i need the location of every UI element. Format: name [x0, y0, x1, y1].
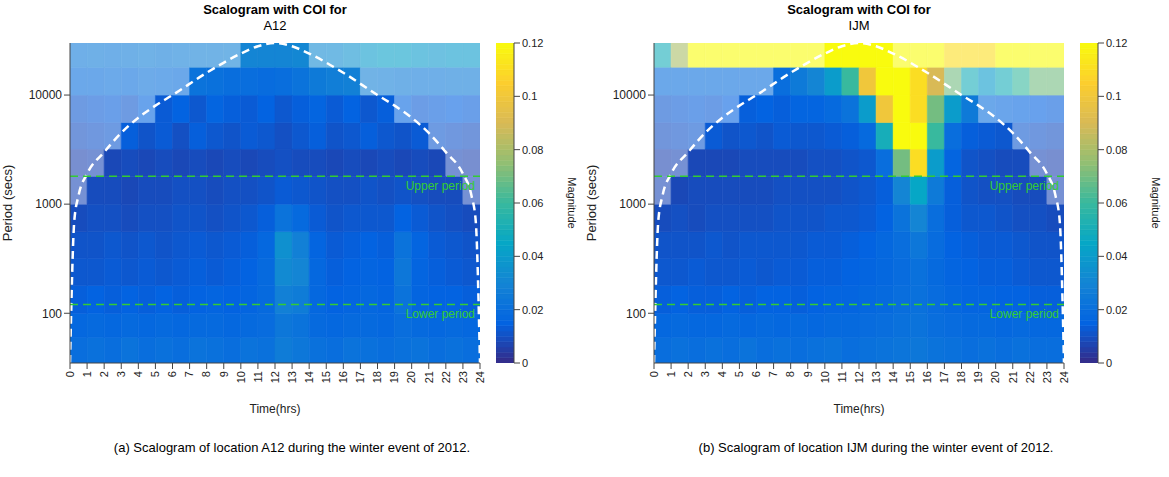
svg-text:11: 11 — [836, 371, 848, 382]
svg-text:20: 20 — [405, 371, 417, 383]
svg-text:14: 14 — [303, 371, 315, 383]
html-text:IJM: IJM — [848, 18, 870, 33]
svg-text:Lower period: Lower period — [990, 307, 1059, 321]
svg-text:14: 14 — [887, 371, 899, 383]
svg-text:0: 0 — [522, 357, 528, 369]
svg-text:15: 15 — [904, 371, 916, 383]
svg-text:15: 15 — [320, 371, 332, 383]
svg-text:1000: 1000 — [619, 197, 646, 211]
svg-text:3: 3 — [115, 371, 127, 377]
svg-text:Magnitude: Magnitude — [1150, 177, 1162, 228]
svg-text:100: 100 — [626, 307, 646, 321]
svg-text:19: 19 — [972, 371, 984, 383]
svg-text:23: 23 — [1041, 371, 1053, 383]
svg-text:18: 18 — [955, 371, 967, 383]
svg-text:21: 21 — [1007, 371, 1019, 383]
svg-text:0.06: 0.06 — [522, 197, 543, 209]
svg-text:12: 12 — [853, 371, 865, 383]
svg-text:23: 23 — [457, 371, 469, 383]
svg-text:22: 22 — [1024, 371, 1036, 383]
svg-text:0: 0 — [64, 371, 76, 377]
svg-text:1000: 1000 — [35, 197, 62, 211]
svg-text:19: 19 — [388, 371, 400, 383]
svg-text:10000: 10000 — [613, 88, 647, 102]
svg-text:0: 0 — [648, 371, 660, 377]
svg-text:10: 10 — [819, 371, 831, 383]
html-text:Scalogram with COI for: Scalogram with COI for — [787, 2, 931, 17]
svg-text:Period (secs): Period (secs) — [0, 165, 15, 242]
svg-text:Period (secs): Period (secs) — [584, 165, 599, 242]
svg-text:0.1: 0.1 — [522, 90, 537, 102]
svg-text:20: 20 — [989, 371, 1001, 383]
svg-text:6: 6 — [750, 371, 762, 377]
svg-text:9: 9 — [802, 371, 814, 377]
svg-text:8: 8 — [200, 371, 212, 377]
svg-text:Upper period: Upper period — [990, 179, 1059, 193]
svg-text:Lower period: Lower period — [406, 307, 475, 321]
svg-text:2: 2 — [682, 371, 694, 377]
svg-text:5: 5 — [149, 371, 161, 377]
svg-text:4: 4 — [132, 371, 144, 377]
svg-text:0.04: 0.04 — [1106, 250, 1127, 262]
svg-text:24: 24 — [1058, 371, 1070, 383]
svg-text:22: 22 — [440, 371, 452, 383]
svg-text:0: 0 — [1106, 357, 1112, 369]
svg-text:4: 4 — [716, 371, 728, 377]
svg-text:0.12: 0.12 — [522, 38, 543, 49]
svg-text:Upper period: Upper period — [406, 179, 475, 193]
svg-text:0.1: 0.1 — [1106, 90, 1121, 102]
svg-text:13: 13 — [870, 371, 882, 383]
svg-text:1: 1 — [81, 371, 93, 377]
html-text:(a) Scalogram of location A12: (a) Scalogram of location A12 during the… — [113, 440, 471, 455]
svg-text:7: 7 — [183, 371, 195, 377]
svg-text:17: 17 — [354, 371, 366, 383]
svg-text:Time(hrs): Time(hrs) — [250, 402, 301, 416]
svg-text:1: 1 — [665, 371, 677, 377]
svg-text:2: 2 — [98, 371, 110, 377]
svg-text:0.06: 0.06 — [1106, 197, 1127, 209]
svg-text:16: 16 — [337, 371, 349, 383]
svg-text:0.02: 0.02 — [522, 304, 543, 316]
svg-text:21: 21 — [423, 371, 435, 383]
svg-text:0.04: 0.04 — [522, 250, 543, 262]
svg-text:8: 8 — [784, 371, 796, 377]
svg-text:10: 10 — [235, 371, 247, 383]
svg-text:100: 100 — [42, 307, 62, 321]
svg-text:0.12: 0.12 — [1106, 38, 1127, 49]
svg-text:18: 18 — [371, 371, 383, 383]
svg-text:13: 13 — [286, 371, 298, 383]
html-text:Scalogram with COI for: Scalogram with COI for — [203, 2, 347, 17]
svg-text:Time(hrs): Time(hrs) — [834, 402, 885, 416]
svg-text:9: 9 — [218, 371, 230, 377]
svg-text:10000: 10000 — [29, 88, 63, 102]
html-text:(b) Scalogram of location IJM: (b) Scalogram of location IJM during the… — [698, 440, 1054, 455]
svg-text:5: 5 — [733, 371, 745, 377]
svg-text:17: 17 — [938, 371, 950, 383]
svg-text:3: 3 — [699, 371, 711, 377]
svg-text:16: 16 — [921, 371, 933, 383]
svg-text:0.08: 0.08 — [522, 144, 543, 156]
html-text:A12: A12 — [263, 18, 287, 33]
svg-text:7: 7 — [767, 371, 779, 377]
svg-text:Magnitude: Magnitude — [566, 177, 578, 228]
svg-text:24: 24 — [474, 371, 486, 383]
svg-text:12: 12 — [269, 371, 281, 383]
svg-text:6: 6 — [166, 371, 178, 377]
svg-text:0.08: 0.08 — [1106, 144, 1127, 156]
svg-text:11: 11 — [252, 371, 264, 382]
svg-text:0.02: 0.02 — [1106, 304, 1127, 316]
